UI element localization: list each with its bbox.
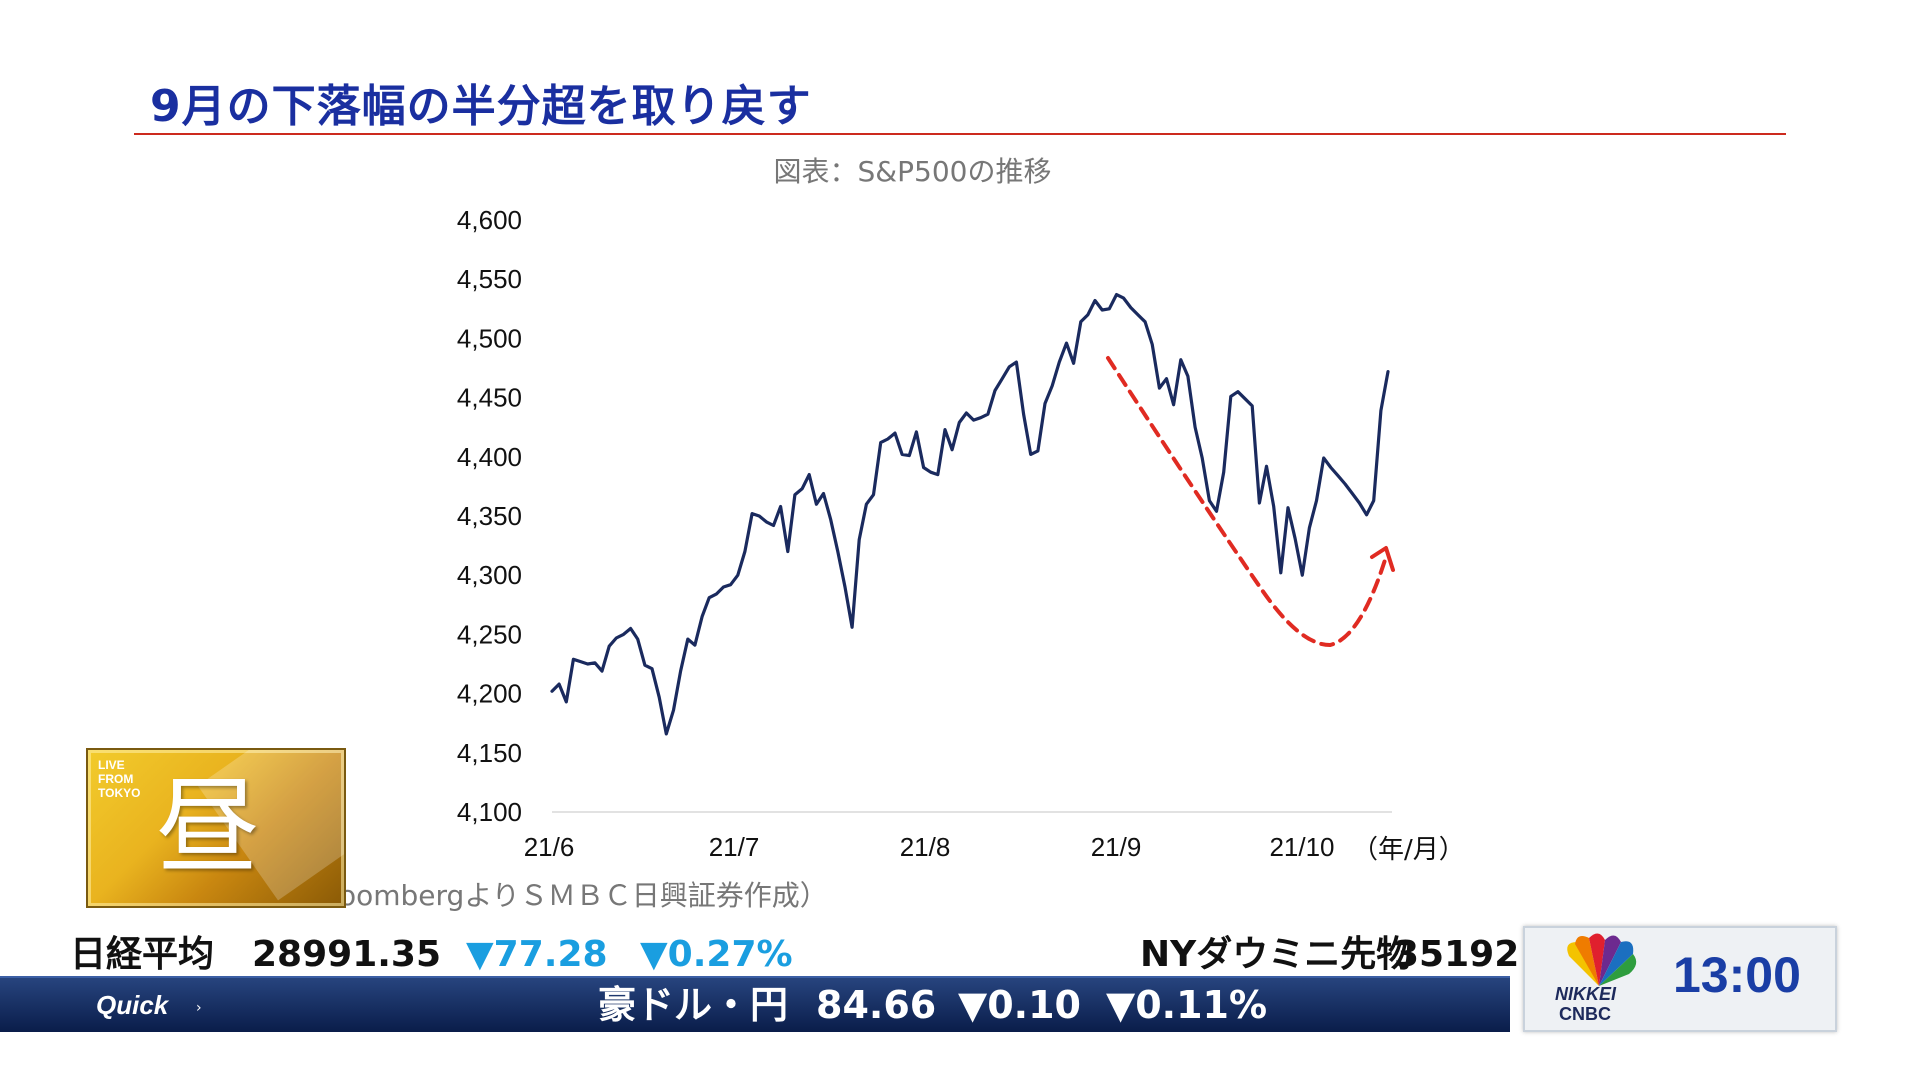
x-tick-label: 21/10 <box>1269 832 1334 862</box>
x-axis-unit-label: （年/月） <box>1352 835 1465 865</box>
headline: 9月の下落幅の半分超を取り戻す <box>150 81 812 132</box>
line-chart: 4,100 4,150 4,200 4,250 4,300 4,350 4,400 4,450… <box>457 205 1465 865</box>
audjpy-percent: ▼0.11% <box>1106 983 1268 1027</box>
market-ticker-top: 日経平均 28991.35 ▼77.28 ▼0.27% NYダウミニ先物 351… <box>0 930 1519 980</box>
quick-logo: Quick <box>96 990 169 1020</box>
rebound-arrow-path <box>1106 356 1387 648</box>
badge-live-text: LIVE FROM TOKYO <box>98 758 141 800</box>
x-tick-label: 21/9 <box>1091 832 1142 862</box>
audjpy-label: 豪ドル・円 <box>598 983 789 1027</box>
clock: 13:00 <box>1673 947 1801 1003</box>
y-tick-label: 4,400 <box>457 442 522 472</box>
y-tick-label: 4,600 <box>457 205 522 235</box>
nikkei-percent: ▼0.27% <box>640 934 793 975</box>
audjpy-change: ▼0.10 <box>958 983 1081 1027</box>
y-tick-label: 4,450 <box>457 383 522 413</box>
market-ticker-bottom: Quick › 豪ドル・円 84.66 ▼0.10 ▼0.11% <box>0 976 1510 1032</box>
x-tick-label: 21/8 <box>900 832 951 862</box>
rebound-arrow-head <box>1370 546 1395 572</box>
y-tick-label: 4,150 <box>457 738 522 768</box>
live-from-tokyo-badge: LIVE FROM TOKYO 昼 <box>86 748 346 908</box>
cnbc-wordmark: CNBC <box>1559 1004 1611 1024</box>
y-tick-label: 4,250 <box>457 619 522 649</box>
y-tick-label: 4,300 <box>457 560 522 590</box>
y-tick-label: 4,100 <box>457 797 522 827</box>
ny-dow-value: 35192 <box>1394 934 1520 975</box>
network-logo-box: NIKKEI CNBC 13:00 <box>1523 926 1837 1032</box>
y-tick-label: 4,350 <box>457 501 522 531</box>
nikkei-change: ▼77.28 <box>466 934 608 975</box>
y-tick-label: 4,500 <box>457 323 522 353</box>
badge-kanji: 昼 <box>156 766 261 888</box>
y-tick-label: 4,550 <box>457 264 522 294</box>
y-tick-label: 4,200 <box>457 679 522 709</box>
sp500-line <box>550 293 1390 736</box>
quick-mark-icon: › <box>196 1000 202 1016</box>
headline-rule <box>134 133 1786 135</box>
ny-dow-label: NYダウミニ先物 <box>1140 934 1413 975</box>
nikkei-label: 日経平均 <box>70 934 215 975</box>
peacock-icon <box>1567 933 1637 986</box>
audjpy-value: 84.66 <box>816 983 937 1027</box>
x-tick-label: 21/6 <box>524 832 575 862</box>
nikkei-value: 28991.35 <box>252 934 442 975</box>
nikkei-wordmark: NIKKEI <box>1555 984 1617 1004</box>
x-tick-label: 21/7 <box>709 832 760 862</box>
chart-title: 図表：S&P500の推移 <box>773 155 1052 188</box>
